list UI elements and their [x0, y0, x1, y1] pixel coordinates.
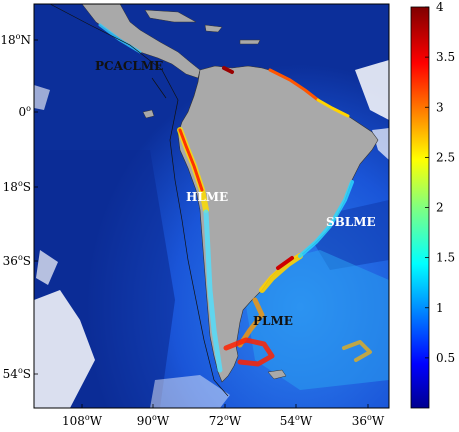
colorbar-tick-label-2: 1.5: [436, 251, 455, 265]
lme-boundaries: [49, 4, 229, 397]
map-panel: [34, 4, 389, 408]
lat-tick-3: 36oS: [3, 253, 31, 268]
land-caribbean: [144, 9, 261, 45]
cloud-patches: [34, 60, 389, 408]
lon-tick-4: 36oW: [352, 413, 385, 428]
lon-tick-2: 72oW: [209, 413, 242, 428]
lat-tick-2: 18oS: [3, 179, 31, 194]
colorbar-tick-label-7: 4: [436, 0, 444, 14]
land-galapagos: [142, 109, 155, 119]
colorbar-tick-label-0: 0.5: [436, 351, 455, 365]
colorbar-tick-label-3: 2: [436, 201, 444, 215]
lat-axis: 18oN 0o 18oS 36oS 54oS: [0, 32, 38, 381]
label-pcaclme: PCACLME: [95, 59, 163, 73]
colorbar-ticks: 0.5 1 1.5 2 2.5 3 3.5 4: [425, 0, 455, 365]
lme-labels: PCACLME HLME SBLME PLME: [95, 59, 376, 328]
lon-axis: 108oW 90oW 72oW 54oW 36oW: [62, 404, 385, 428]
label-hlme: HLME: [186, 190, 228, 204]
colorbar: 0.5 1 1.5 2 2.5 3 3.5 4: [410, 0, 455, 409]
shelf-patch: [240, 250, 389, 390]
label-sblme: SBLME: [326, 215, 376, 229]
colorbar-tick-label-6: 3.5: [436, 50, 455, 64]
lat-tick-0: 18oN: [0, 32, 31, 47]
lon-tick-3: 54oW: [280, 413, 313, 428]
lat-tick-4: 54oS: [3, 366, 31, 381]
lon-tick-0: 108oW: [62, 413, 103, 428]
colorbar-tick-label-4: 2.5: [436, 150, 455, 164]
colorbar-tick-label-1: 1: [436, 301, 444, 315]
lon-tick-1: 90oW: [137, 413, 170, 428]
colorbar-tick-label-5: 3: [436, 100, 444, 114]
map-frame: [33, 3, 390, 409]
land-falklands: [267, 369, 287, 380]
lat-tick-1: 0o: [19, 104, 32, 119]
label-plme: PLME: [253, 314, 293, 328]
